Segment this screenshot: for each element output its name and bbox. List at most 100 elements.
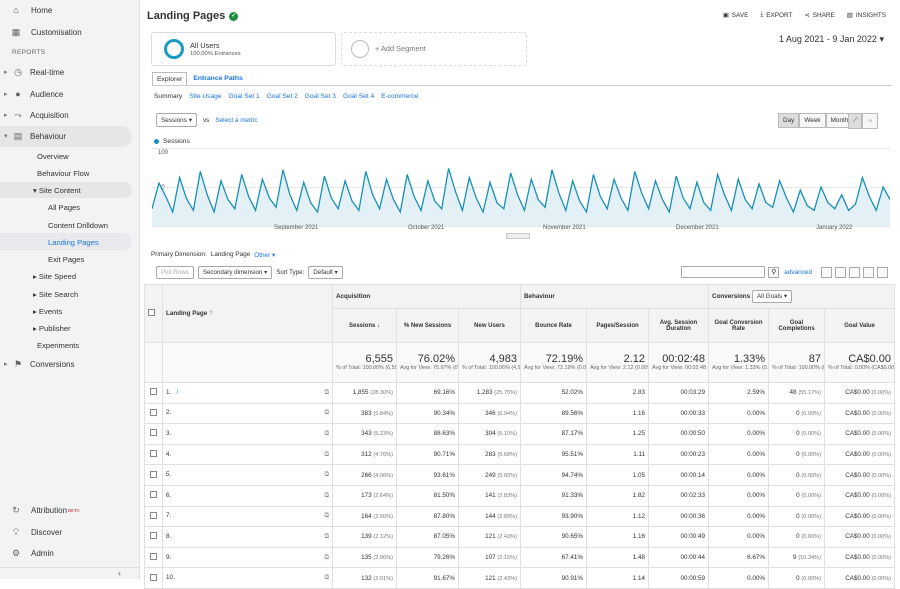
open-link-icon[interactable]: ⧉	[324, 512, 330, 520]
sort-type-select[interactable]: Default ▾	[308, 266, 343, 279]
export-button[interactable]: ⤓ EXPORT	[760, 11, 793, 19]
table-search-input[interactable]	[681, 266, 766, 278]
nav-customisation[interactable]: ▦ Customisation	[11, 26, 82, 37]
nav-acquisition[interactable]: ▸ ⤳ Acquisition	[4, 109, 69, 120]
nav-overview[interactable]: Overview	[37, 151, 69, 161]
col-goal-value[interactable]: Goal Value	[824, 308, 896, 343]
table-row[interactable]: 4. ⧉ 312 (4.76%) 90.71% 283 (5.68%) 95.51% 1.…	[144, 443, 896, 466]
nav-site-search[interactable]: ▸ Site Search	[33, 289, 79, 299]
table-row[interactable]: 1. / ⧉ 1,855 (28.30%) 69.16% 1,283 (25.75%) 5…	[144, 382, 896, 404]
subtab-goal-set-2[interactable]: Goal Set 2	[266, 93, 298, 100]
landing-page-cell[interactable]: 1. / ⧉	[162, 382, 333, 404]
table-row[interactable]: 9. ⧉ 135 (2.06%) 79.26% 107 (2.15%) 67.41% 1.…	[144, 546, 896, 569]
col-bounce-rate[interactable]: Bounce Rate	[520, 308, 587, 343]
subtab-goal-set-4[interactable]: Goal Set 4	[342, 93, 375, 100]
chart-resize-handle[interactable]	[506, 233, 530, 239]
nav-all-pages[interactable]: All Pages	[48, 202, 81, 212]
subtab-ecommerce[interactable]: E-commerce	[381, 93, 419, 100]
table-row[interactable]: 3. ⧉ 343 (5.23%) 88.63% 304 (6.10%) 87.17% 1.…	[144, 423, 896, 445]
open-link-icon[interactable]: ⧉	[324, 388, 330, 396]
col-avg-duration[interactable]: Avg. Session Duration	[647, 308, 710, 343]
col-sessions[interactable]: Sessions ↓	[332, 308, 397, 343]
open-link-icon[interactable]: ⧉	[324, 532, 330, 540]
col-goal-conv-rate[interactable]: Goal Conversion Rate	[708, 308, 770, 343]
row-checkbox[interactable]	[150, 450, 157, 458]
subtab-goal-set-3[interactable]: Goal Set 3	[304, 93, 336, 100]
nav-attribution[interactable]: ↻ Attribution BETA	[0, 500, 79, 520]
nav-events[interactable]: ▸ Events	[33, 306, 63, 316]
nav-content-drilldown[interactable]: Content Drilldown	[48, 220, 108, 230]
table-row[interactable]: 6. ⧉ 173 (2.64%) 81.50% 141 (2.83%) 91.33% 1.…	[144, 484, 896, 507]
select-all-checkbox[interactable]	[148, 309, 155, 316]
open-link-icon[interactable]: ⧉	[324, 429, 330, 437]
open-link-icon[interactable]: ⧉	[324, 409, 330, 417]
subtab-goal-set-1[interactable]: Goal Set 1	[228, 93, 260, 100]
nav-exit-pages[interactable]: Exit Pages	[48, 254, 85, 264]
select-metric-link[interactable]: Select a metric	[215, 116, 258, 124]
subtab-summary[interactable]: Summary	[154, 93, 183, 100]
table-row[interactable]: 8. ⧉ 139 (2.12%) 87.05% 121 (2.43%) 90.65% 1.…	[144, 526, 896, 548]
segment-all-users[interactable]: All Users 100.00% Entrances	[151, 32, 336, 66]
open-link-icon[interactable]: ⧉	[324, 491, 330, 499]
pivot-icon[interactable]	[877, 266, 888, 278]
row-checkbox[interactable]	[150, 408, 157, 416]
save-button[interactable]: ▣ SAVE	[722, 11, 749, 20]
metric-select[interactable]: Sessions ▾	[156, 113, 197, 127]
motion-chart-icon[interactable]: ⁘	[862, 113, 878, 129]
plot-rows-button[interactable]: Plot Rows	[156, 266, 194, 279]
nav-site-content[interactable]: ▾ Site Content	[33, 185, 81, 195]
line-chart-icon[interactable]: ⟋	[848, 113, 863, 129]
landing-page-cell[interactable]: 3. ⧉	[162, 423, 333, 445]
tab-explorer[interactable]: Explorer	[152, 72, 188, 86]
landing-page-cell[interactable]: 7. ⧉	[162, 505, 333, 528]
collapse-bar[interactable]: ‹	[0, 567, 140, 579]
advanced-link[interactable]: advanced	[784, 268, 812, 276]
nav-site-speed[interactable]: ▸ Site Speed	[33, 271, 77, 281]
nav-landing-pages[interactable]: Landing Pages	[48, 237, 99, 247]
landing-page-cell[interactable]: 5. ⧉	[162, 464, 333, 486]
open-link-icon[interactable]: ⧉	[324, 471, 330, 479]
add-segment-button[interactable]: + Add Segment	[341, 32, 527, 66]
row-checkbox[interactable]	[150, 429, 157, 437]
share-button[interactable]: ⋖ SHARE	[804, 11, 835, 20]
col-landing-page[interactable]: Landing Page ?	[162, 284, 333, 343]
table-row[interactable]: 7. ⧉ 164 (2.50%) 87.80% 144 (2.89%) 93.90% 1.…	[144, 505, 896, 528]
performance-icon[interactable]	[849, 266, 860, 278]
nav-realtime[interactable]: ▸ ◷ Real-time	[4, 66, 65, 77]
row-checkbox[interactable]	[150, 553, 157, 561]
open-link-icon[interactable]: ⧉	[324, 553, 330, 561]
landing-page-cell[interactable]: 10. ⧉	[162, 567, 333, 589]
nav-experiments[interactable]: Experiments	[37, 340, 80, 350]
nav-discover[interactable]: 💡︎ Discover	[0, 522, 62, 542]
nav-audience[interactable]: ▸ ● Audience	[4, 89, 64, 99]
row-checkbox[interactable]	[150, 532, 157, 540]
nav-home[interactable]: ⌂ Home	[0, 0, 52, 20]
col-goal-completions[interactable]: Goal Completions	[768, 308, 826, 343]
tab-entrance-paths[interactable]: Entrance Paths	[193, 75, 243, 82]
week-button[interactable]: Week	[799, 113, 826, 128]
table-row[interactable]: 2. ⧉ 383 (5.84%) 90.34% 346 (6.94%) 89.56% 1.…	[144, 402, 896, 425]
other-dimension-link[interactable]: Other ▾	[254, 252, 276, 259]
landing-page-cell[interactable]: 9. ⧉	[162, 546, 333, 569]
day-button[interactable]: Day	[778, 113, 800, 128]
col-pages-session[interactable]: Pages/Session	[586, 308, 649, 343]
row-checkbox[interactable]	[150, 388, 157, 396]
data-table-icon[interactable]	[821, 266, 832, 278]
pie-icon[interactable]	[835, 266, 846, 278]
col-new-sessions[interactable]: % New Sessions	[396, 308, 459, 343]
row-checkbox[interactable]	[150, 511, 157, 519]
row-checkbox[interactable]	[150, 491, 157, 499]
goals-select[interactable]: All Goals ▾	[751, 290, 793, 303]
table-row[interactable]: 5. ⧉ 266 (4.06%) 93.61% 249 (5.00%) 94.74% 1.…	[144, 464, 896, 486]
landing-page-cell[interactable]: 8. ⧉	[162, 526, 333, 548]
open-link-icon[interactable]: ⧉	[324, 574, 330, 582]
col-new-users[interactable]: New Users	[458, 308, 521, 343]
insights-button[interactable]: ▧ INSIGHTS	[846, 11, 886, 20]
table-row[interactable]: 10. ⧉ 132 (2.01%) 91.67% 121 (2.43%) 90.91% 1…	[144, 567, 896, 589]
subtab-site-usage[interactable]: Site Usage	[189, 93, 222, 100]
landing-page-cell[interactable]: 6. ⧉	[162, 484, 333, 507]
open-link-icon[interactable]: ⧉	[324, 450, 330, 458]
nav-conversions[interactable]: ▸ ⚑ Conversions	[4, 358, 75, 369]
landing-page-link[interactable]: /	[176, 388, 179, 396]
comparison-icon[interactable]	[863, 266, 874, 278]
